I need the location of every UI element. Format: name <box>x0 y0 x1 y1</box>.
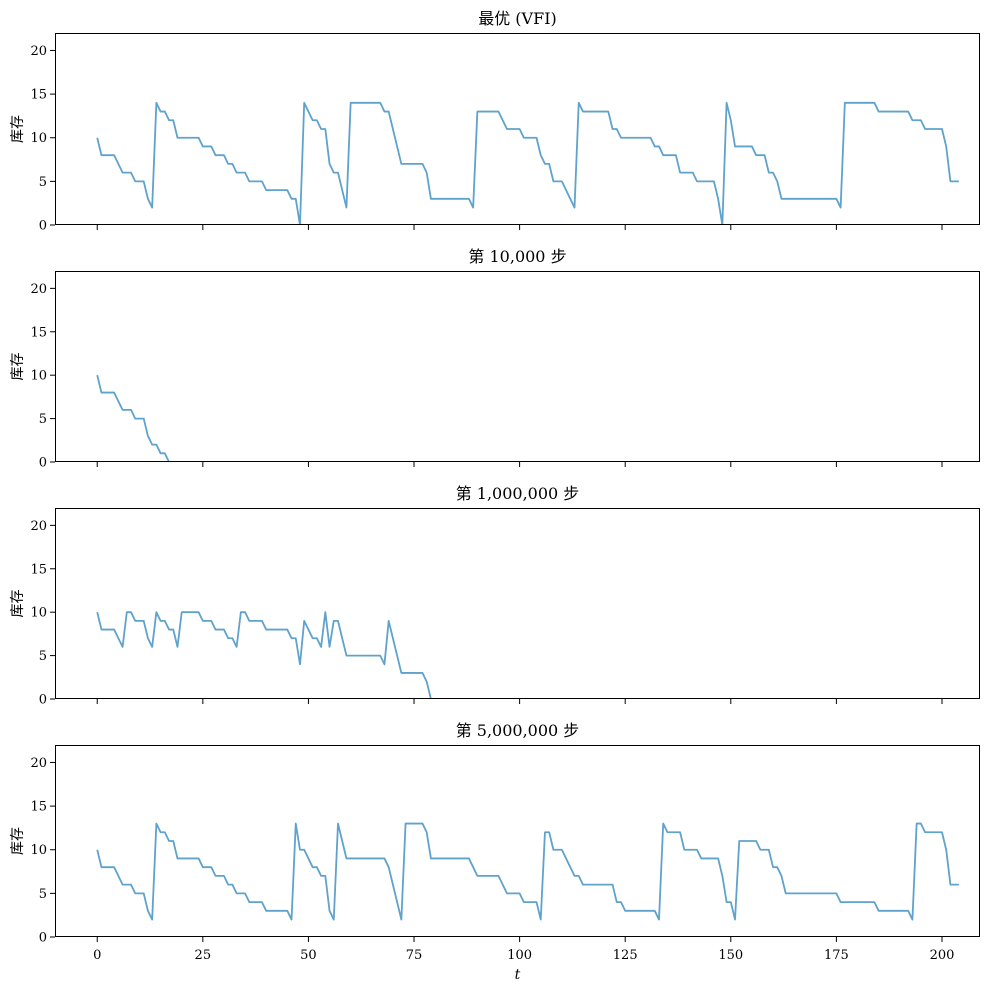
x-tick-label: 0 <box>93 948 101 963</box>
subplot-title: 最优 (VFI) <box>478 9 557 28</box>
series-line <box>96 374 938 462</box>
y-tick-label: 10 <box>30 843 47 858</box>
subplot-title: 第 10,000 步 <box>468 247 566 266</box>
y-tick-label: 20 <box>30 756 47 771</box>
x-tick-label: 150 <box>718 948 743 963</box>
subplot-1: 最优 (VFI) 0 5 10 15 20 库存 <box>10 9 980 234</box>
subplot-title: 第 1,000,000 步 <box>456 484 580 503</box>
y-tick-label: 10 <box>30 606 47 621</box>
x-tick-label: 200 <box>930 948 955 963</box>
y-tick-label: 0 <box>39 931 47 946</box>
y-tick-label: 5 <box>39 412 47 427</box>
y-tick-label: 15 <box>30 325 47 340</box>
axes-frame <box>55 33 980 225</box>
y-tick-label: 5 <box>39 887 47 902</box>
axes-frame <box>55 271 980 462</box>
series-line <box>96 101 959 225</box>
y-tick-label: 15 <box>30 88 47 103</box>
y-tick-label: 0 <box>39 693 47 708</box>
x-tick-label: 50 <box>300 948 317 963</box>
axes-frame <box>55 745 980 937</box>
y-tick-label: 0 <box>39 456 47 471</box>
y-axis-label: 库存 <box>10 353 26 381</box>
series-line <box>96 611 938 699</box>
y-tick-label: 15 <box>30 562 47 577</box>
y-tick-label: 20 <box>30 282 47 297</box>
subplot-2: 第 10,000 步 0 5 10 15 20 库存 <box>10 247 980 471</box>
y-tick-label: 15 <box>30 800 47 815</box>
y-tick-label: 0 <box>39 219 47 234</box>
y-axis-label: 库存 <box>10 827 26 855</box>
x-tick-label: 100 <box>507 948 532 963</box>
y-axis-label: 库存 <box>10 590 26 618</box>
x-axis-label: t <box>515 967 521 983</box>
y-tick-label: 5 <box>39 649 47 664</box>
y-tick-label: 20 <box>30 44 47 59</box>
subplot-title: 第 5,000,000 步 <box>456 721 580 740</box>
series-line <box>96 822 959 921</box>
axes-frame <box>55 508 980 699</box>
x-tick-label: 75 <box>406 948 423 963</box>
y-axis-label: 库存 <box>10 115 26 143</box>
y-tick-label: 20 <box>30 519 47 534</box>
y-tick-label: 10 <box>30 131 47 146</box>
x-tick-label: 175 <box>824 948 849 963</box>
x-tick-label: 25 <box>195 948 212 963</box>
subplot-3: 第 1,000,000 步 0 5 10 15 20 库存 <box>10 484 980 708</box>
y-tick-label: 10 <box>30 369 47 384</box>
y-tick-label: 5 <box>39 175 47 190</box>
x-tick-label: 125 <box>613 948 638 963</box>
